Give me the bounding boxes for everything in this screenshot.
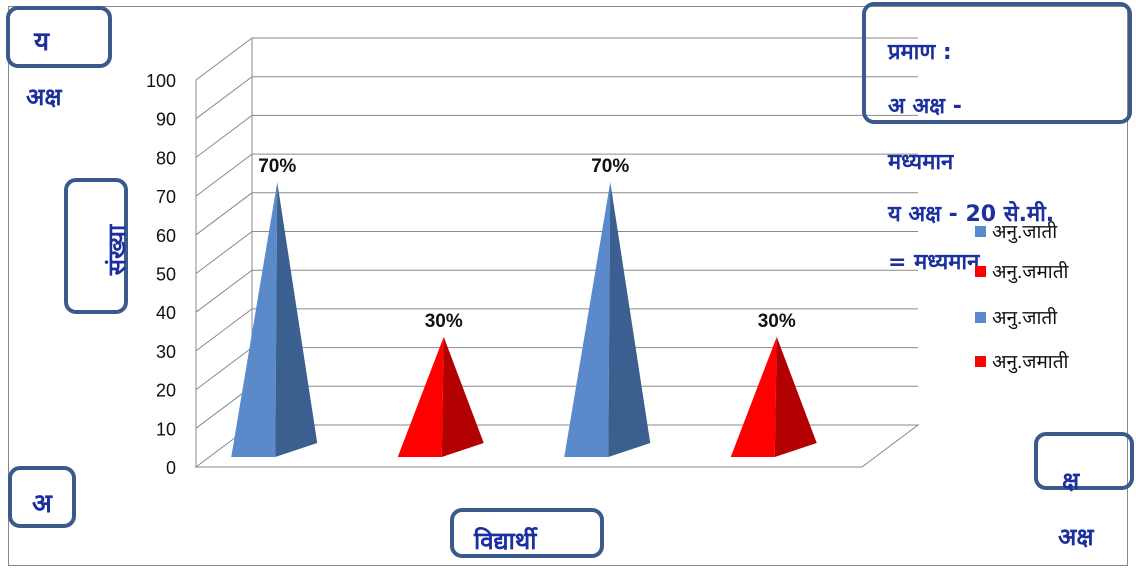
y-axis-ticks: 0 10 20 30 40 50 60 70 80 90 100 [146, 71, 176, 478]
legend-label: अनु.जमाती [992, 352, 1069, 373]
y-tick-label: 10 [156, 419, 176, 439]
y-tick-label: 30 [156, 342, 176, 362]
legend-swatch [975, 311, 986, 323]
xlabel-callout [450, 508, 604, 558]
legend-swatch [975, 225, 986, 237]
chart-grid [194, 37, 920, 468]
legend-swatch [975, 265, 986, 277]
legend-label: अनु.जाती [992, 308, 1058, 329]
pyramid-front-face [231, 182, 278, 457]
gridline [195, 308, 918, 352]
legend-item: अनु.जाती [975, 218, 1057, 244]
pyramid-side-face [774, 336, 817, 457]
y-tick-label: 20 [156, 381, 176, 401]
y-axis-title: संख्या [103, 224, 131, 276]
y-tick-label: 60 [156, 226, 176, 246]
y-tick-label: 70 [156, 187, 176, 207]
gridline [195, 153, 918, 197]
scale-note-line2: मध्यमान [888, 150, 954, 175]
scale-note-line4: = मध्यमान [888, 250, 980, 275]
bar-pyramid [397, 336, 484, 457]
pyramid-front-face [564, 182, 611, 457]
y-axis-callout [6, 6, 112, 68]
y-axis-letter: य [34, 27, 50, 57]
pyramid-front-face [397, 336, 444, 457]
legend-label: अनु.जाती [992, 222, 1058, 243]
bar-pyramid [231, 182, 318, 457]
gridline [195, 269, 918, 313]
legend-item: अनु.जमाती [975, 348, 1068, 374]
gridline [195, 114, 918, 158]
y-tick-label: 80 [156, 148, 176, 168]
scale-note-line3: य अक्ष - 20 से.मी. [888, 202, 1055, 227]
x-axis-letter: क्ष [1062, 467, 1080, 495]
gridline [195, 37, 918, 81]
y-axis-word: अक्ष [26, 83, 62, 111]
pyramid-side-face [608, 182, 651, 457]
bar-pyramid [564, 182, 651, 457]
pyramid-side-face [275, 182, 318, 457]
bar-data-label: 30% [758, 311, 796, 332]
scale-note-line1: अ अक्ष - [888, 94, 962, 119]
pyramid-side-face [441, 336, 484, 457]
gridline [195, 76, 918, 120]
ylabel-callout [64, 178, 128, 314]
y-tick-label: 90 [156, 110, 176, 130]
bar-data-label: 30% [425, 311, 463, 332]
legend-item: अनु.जमाती [975, 258, 1068, 284]
legend-label: अनु.जमाती [992, 262, 1069, 283]
pyramid-front-face [730, 336, 777, 457]
gridline [195, 231, 918, 274]
y-tick-label: 0 [166, 458, 176, 478]
bar-pyramid [730, 336, 817, 457]
x-origin-callout [8, 466, 76, 528]
data-labels: 70% 30% 70% 30% [258, 156, 796, 332]
x-origin-letter: अ [32, 489, 52, 519]
gridline [195, 192, 918, 236]
x-axis-callout [1034, 432, 1134, 490]
x-axis-word: अक्ष [1058, 523, 1094, 551]
y-tick-label: 50 [156, 265, 176, 285]
bar-data-label: 70% [258, 156, 296, 177]
y-tick-label: 100 [146, 71, 176, 91]
legend-swatch [975, 355, 986, 367]
x-axis-title: विद्यार्थी [474, 527, 537, 555]
scale-note-heading: प्रमाण : [888, 40, 952, 65]
scale-note-callout [862, 2, 1132, 124]
chart-frame [8, 6, 1128, 566]
y-tick-label: 40 [156, 303, 176, 323]
legend-item: अनु.जाती [975, 304, 1057, 330]
chart-bars [231, 182, 817, 457]
bar-data-label: 70% [591, 156, 629, 177]
